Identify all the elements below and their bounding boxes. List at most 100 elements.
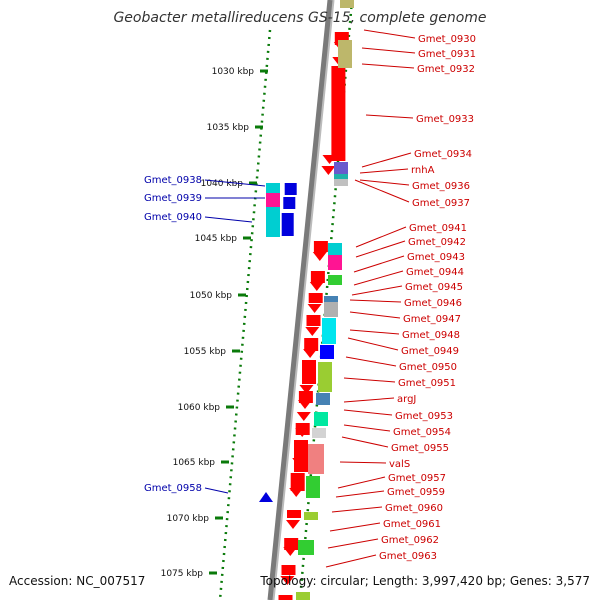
gene-label-Gmet_0931: Gmet_0931	[418, 49, 476, 60]
function-category-box	[340, 0, 354, 8]
function-category-box	[334, 174, 348, 179]
ruler-tick-label: 1060 kbp	[178, 403, 221, 413]
function-category-box	[338, 40, 352, 68]
forward-gene	[304, 338, 319, 351]
map-title: Geobacter metallireducens GS-15, complet…	[113, 10, 487, 26]
gene-label-Gmet_0936: Gmet_0936	[412, 181, 470, 192]
reverse-gene-arrow	[259, 492, 273, 502]
ruler-tick-label: 1070 kbp	[167, 514, 210, 524]
function-category-box	[328, 275, 342, 285]
ruler-tick-label: 1055 kbp	[184, 347, 227, 357]
function-category-box	[304, 512, 318, 520]
function-category-box	[328, 255, 342, 270]
label-leader-line	[343, 424, 391, 432]
label-leader-line	[343, 409, 393, 416]
topology-text: Topology: circular; Length: 3,997,420 bp…	[260, 574, 590, 588]
gene-label-Gmet_0940: Gmet_0940	[144, 212, 202, 223]
ruler-tick-label: 1045 kbp	[195, 234, 238, 244]
ruler-tick-label: 1035 kbp	[207, 123, 250, 133]
gene-label-valS: valS	[389, 459, 410, 470]
label-leader-line	[204, 487, 229, 494]
gene-label-Gmet_0963: Gmet_0963	[379, 551, 437, 562]
function-category-box	[306, 476, 320, 498]
function-category-box	[298, 540, 314, 555]
label-leader-line	[363, 29, 416, 39]
label-leader-line	[204, 216, 253, 223]
gene-label-Gmet_0939: Gmet_0939	[144, 193, 202, 204]
function-category-box	[312, 428, 326, 438]
function-category-box	[308, 444, 324, 474]
forward-gene	[313, 241, 328, 252]
forward-gene-arrow	[283, 547, 298, 556]
forward-gene	[306, 315, 321, 326]
gene-label-Gmet_0934: Gmet_0934	[414, 149, 472, 160]
forward-gene-arrow	[321, 166, 336, 175]
forward-gene-arrow	[303, 349, 318, 358]
gene-label-rnhA: rnhA	[411, 165, 435, 176]
gene-label-Gmet_0945: Gmet_0945	[405, 282, 463, 293]
gene-label-Gmet_0946: Gmet_0946	[404, 298, 462, 309]
forward-gene-arrow	[309, 282, 324, 291]
forward-gene	[278, 595, 293, 600]
forward-gene	[287, 510, 301, 518]
gene-label-Gmet_0959: Gmet_0959	[387, 487, 445, 498]
label-leader-line	[359, 179, 410, 186]
function-category-box	[266, 193, 280, 207]
forward-gene	[308, 293, 323, 303]
forward-gene-arrow	[299, 385, 314, 394]
forward-gene-arrow	[292, 458, 307, 467]
gene-label-Gmet_0941: Gmet_0941	[409, 223, 467, 234]
function-category-box	[334, 162, 348, 174]
label-leader-line	[361, 47, 416, 54]
forward-gene	[331, 66, 346, 161]
forward-gene-arrow	[295, 428, 310, 437]
gene-label-Gmet_0938: Gmet_0938	[144, 175, 202, 186]
gene-label-Gmet_0933: Gmet_0933	[416, 114, 474, 125]
forward-gene-arrow	[307, 304, 322, 313]
function-category-box	[322, 318, 336, 344]
gene-label-argJ: argJ	[397, 394, 416, 405]
label-leader-line	[327, 538, 379, 549]
gene-label-Gmet_0947: Gmet_0947	[403, 314, 461, 325]
accession-text: Accession: NC_007517	[9, 574, 146, 588]
forward-gene	[294, 440, 308, 472]
label-leader-line	[354, 179, 410, 203]
label-leader-line	[359, 168, 409, 174]
label-leader-line	[361, 152, 412, 168]
gene-label-Gmet_0950: Gmet_0950	[399, 362, 457, 373]
backbone-line	[267, 0, 333, 600]
label-leader-line	[349, 311, 401, 319]
label-leader-line	[349, 299, 402, 303]
function-category-box	[266, 207, 280, 237]
gene-label-Gmet_0942: Gmet_0942	[408, 237, 466, 248]
reverse-gene-arrow	[284, 184, 297, 186]
function-category-box	[316, 393, 330, 405]
label-leader-line	[353, 270, 404, 286]
ruler-tick-label: 1075 kbp	[161, 569, 204, 579]
label-leader-line	[329, 522, 381, 532]
function-category-box	[314, 412, 328, 426]
function-category-box	[324, 302, 338, 317]
gene-label-Gmet_0958: Gmet_0958	[144, 483, 202, 494]
gene-label-Gmet_0949: Gmet_0949	[401, 346, 459, 357]
forward-gene-arrow	[312, 252, 327, 261]
gene-label-Gmet_0944: Gmet_0944	[406, 267, 464, 278]
gene-label-Gmet_0955: Gmet_0955	[391, 443, 449, 454]
label-leader-line	[204, 179, 266, 187]
reverse-gene	[283, 197, 296, 209]
gene-label-Gmet_0943: Gmet_0943	[407, 252, 465, 263]
function-category-box	[328, 243, 342, 255]
ruler-track-left	[218, 29, 272, 600]
forward-gene	[310, 271, 325, 283]
ruler-tick-label: 1065 kbp	[173, 458, 216, 468]
reverse-gene	[281, 213, 294, 236]
gene-label-Gmet_0953: Gmet_0953	[395, 411, 453, 422]
forward-gene	[281, 565, 296, 575]
forward-gene-arrow	[322, 155, 337, 164]
label-leader-line	[345, 356, 397, 367]
label-leader-line	[341, 436, 389, 448]
label-leader-line	[343, 377, 396, 383]
forward-gene-arrow	[305, 327, 320, 336]
function-category-box	[320, 345, 334, 359]
